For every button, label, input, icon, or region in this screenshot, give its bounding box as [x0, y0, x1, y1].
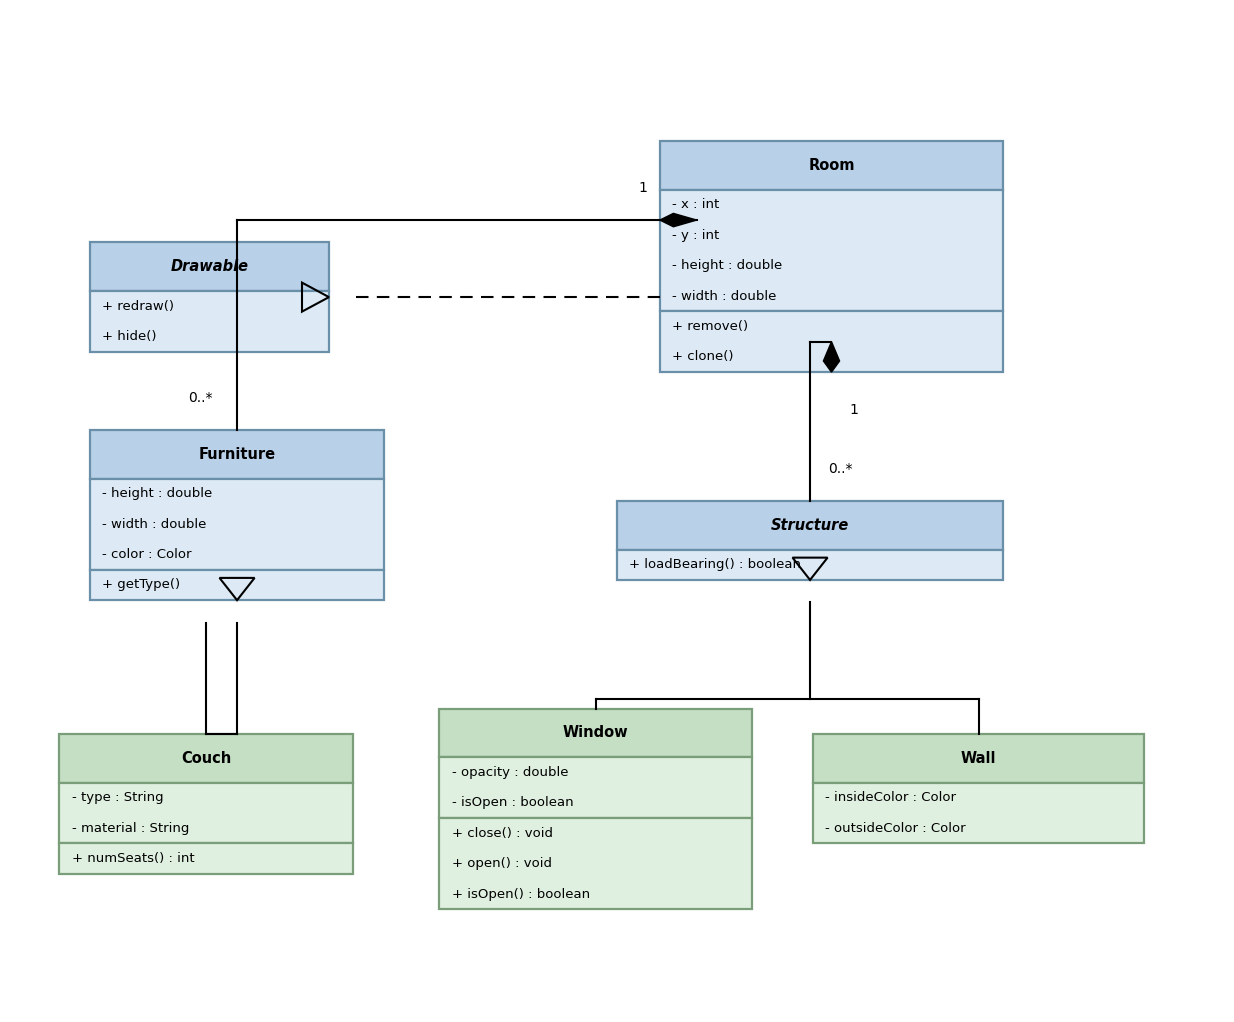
Text: 0..*: 0..*: [188, 390, 212, 405]
Bar: [660, 312, 1003, 372]
Bar: [90, 242, 329, 291]
Text: - opacity : double: - opacity : double: [452, 766, 568, 779]
Text: Drawable: Drawable: [170, 260, 248, 274]
Text: + remove(): + remove(): [673, 320, 748, 333]
Text: Furniture: Furniture: [199, 447, 275, 462]
Text: - type : String: - type : String: [72, 791, 163, 804]
Text: Couch: Couch: [181, 751, 232, 765]
Polygon shape: [823, 341, 839, 372]
Text: Window: Window: [563, 726, 628, 741]
Text: + loadBearing() : boolean: + loadBearing() : boolean: [629, 558, 801, 571]
Text: 1: 1: [639, 181, 648, 195]
Bar: [813, 783, 1144, 843]
Bar: [617, 550, 1003, 579]
Text: - height : double: - height : double: [102, 487, 212, 500]
Text: + open() : void: + open() : void: [452, 857, 552, 871]
Text: - color : Color: - color : Color: [102, 548, 191, 561]
Bar: [617, 501, 1003, 550]
Text: + clone(): + clone(): [673, 351, 734, 364]
Bar: [59, 783, 353, 843]
Text: - x : int: - x : int: [673, 198, 719, 212]
Text: - material : String: - material : String: [72, 822, 189, 835]
Text: 1: 1: [850, 403, 859, 417]
Text: + close() : void: + close() : void: [452, 827, 553, 840]
Bar: [90, 291, 329, 352]
Bar: [660, 190, 1003, 312]
Text: + numSeats() : int: + numSeats() : int: [72, 852, 194, 866]
Text: - insideColor : Color: - insideColor : Color: [826, 791, 956, 804]
Text: Wall: Wall: [961, 751, 996, 765]
Text: - width : double: - width : double: [673, 289, 776, 303]
Bar: [59, 734, 353, 783]
Bar: [439, 757, 752, 819]
Bar: [439, 708, 752, 757]
Text: - outsideColor : Color: - outsideColor : Color: [826, 822, 966, 835]
Text: - isOpen : boolean: - isOpen : boolean: [452, 796, 573, 809]
Text: + isOpen() : boolean: + isOpen() : boolean: [452, 888, 590, 900]
Text: - width : double: - width : double: [102, 518, 206, 530]
Text: Room: Room: [808, 157, 855, 173]
Text: - y : int: - y : int: [673, 229, 719, 242]
Bar: [90, 430, 384, 478]
Text: - height : double: - height : double: [673, 260, 782, 272]
Bar: [660, 141, 1003, 190]
Bar: [59, 843, 353, 874]
Polygon shape: [660, 214, 697, 227]
Bar: [813, 734, 1144, 783]
Bar: [90, 478, 384, 570]
Bar: [90, 570, 384, 600]
Text: 0..*: 0..*: [828, 462, 853, 475]
Text: Structure: Structure: [771, 518, 849, 532]
Text: + redraw(): + redraw(): [102, 299, 174, 313]
Text: + hide(): + hide(): [102, 330, 157, 343]
Text: + getType(): + getType(): [102, 578, 180, 592]
Bar: [439, 819, 752, 910]
